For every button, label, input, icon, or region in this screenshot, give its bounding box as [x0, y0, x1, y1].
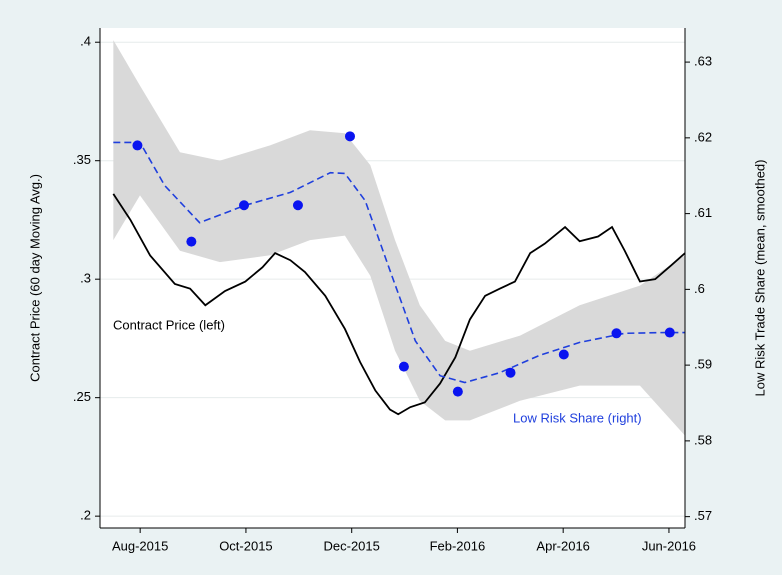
annotation: Contract Price (left)	[113, 317, 225, 332]
dot	[344, 131, 355, 142]
dot	[239, 200, 250, 211]
line	[112, 193, 686, 416]
y-tick-label: .2	[80, 508, 91, 523]
line	[113, 141, 685, 384]
dot	[452, 386, 463, 397]
dot	[505, 367, 516, 378]
y-axis-title: Contract Price (60 day Moving Avg.)	[27, 174, 42, 382]
dot	[558, 349, 569, 360]
dot	[292, 200, 303, 211]
dot	[664, 327, 675, 338]
y-tick-label: .4	[80, 34, 91, 49]
y2-tick-label: .57	[694, 508, 712, 523]
x-tick-label: Dec-2015	[324, 538, 380, 553]
annotation: Low Risk Share (right)	[513, 410, 642, 425]
dot	[611, 328, 622, 339]
y2-tick-label: .58	[694, 432, 712, 447]
y-tick-label: .25	[73, 389, 91, 404]
x-tick-label: Oct-2015	[219, 538, 272, 553]
y-tick-label: .3	[80, 271, 91, 286]
dot	[398, 361, 409, 372]
confidence-band	[113, 40, 686, 436]
x-tick-label: Apr-2016	[536, 538, 589, 553]
y2-tick-label: .63	[694, 54, 712, 69]
dot	[186, 236, 197, 247]
x-tick-label: Jun-2016	[642, 538, 696, 553]
y2-tick-label: .62	[694, 129, 712, 144]
x-tick-label: Aug-2015	[112, 538, 168, 553]
x-tick-label: Feb-2016	[430, 538, 486, 553]
y2-axis-title: Low Risk Trade Share (mean, smoothed)	[752, 160, 767, 397]
y2-tick-label: .59	[694, 357, 712, 372]
y2-tick-label: .61	[694, 205, 712, 220]
y-tick-label: .35	[73, 152, 91, 167]
dot	[132, 140, 143, 151]
y2-tick-label: .6	[694, 281, 705, 296]
